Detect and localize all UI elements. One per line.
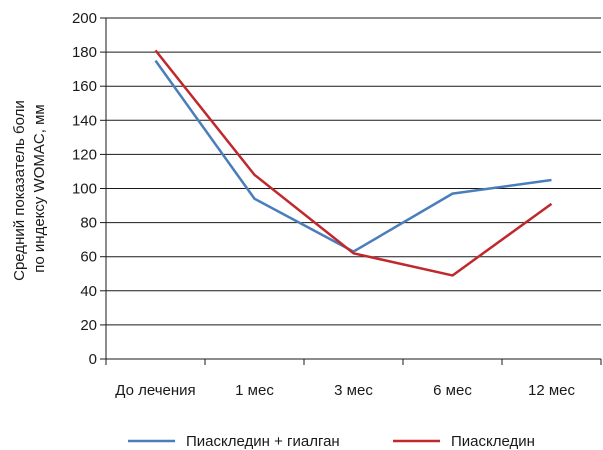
y-tick-label: 40 bbox=[80, 283, 97, 300]
series-line-1 bbox=[154, 59, 552, 253]
y-axis-title: Средний показатель боли по индексу WOMAC… bbox=[11, 96, 48, 281]
y-tick-label: 200 bbox=[72, 10, 97, 27]
y-tick-label: 80 bbox=[80, 215, 97, 232]
x-tick-label: 6 мес bbox=[433, 382, 472, 399]
y-tick-label: 20 bbox=[80, 317, 97, 334]
x-tick-label: 12 мес bbox=[528, 382, 576, 399]
y-tick-label: 60 bbox=[80, 249, 97, 266]
x-tick-label: 3 мес bbox=[334, 382, 373, 399]
y-tick-label: 0 bbox=[89, 351, 97, 368]
y-tick-label: 180 bbox=[72, 44, 97, 61]
series-lines bbox=[154, 49, 553, 277]
y-tick-labels: 0 20 40 60 80 100 120 140 160 180 200 bbox=[72, 10, 97, 368]
x-tick-label: 1 мес bbox=[235, 382, 274, 399]
y-axis-title-line-1: Средний показатель боли bbox=[11, 100, 28, 281]
legend-label-series-2: Пиаскледин bbox=[451, 433, 535, 450]
axes bbox=[100, 17, 602, 365]
y-tick-label: 160 bbox=[72, 78, 97, 95]
series-line-2 bbox=[154, 49, 553, 277]
legend-label-series-1: Пиаскледин + гиалган bbox=[186, 433, 340, 450]
gridlines bbox=[106, 17, 601, 326]
y-tick-label: 140 bbox=[72, 112, 97, 129]
x-tick-label: До лечения bbox=[115, 382, 195, 399]
legend: Пиаскледин + гиалган Пиаскледин bbox=[128, 433, 535, 450]
x-tick-labels: До лечения 1 мес 3 мес 6 мес 12 мес bbox=[115, 382, 575, 399]
y-axis-title-line-2: по индексу WOMAC, мм bbox=[31, 104, 48, 272]
y-tick-label: 120 bbox=[72, 146, 97, 163]
y-tick-label: 100 bbox=[72, 181, 97, 198]
